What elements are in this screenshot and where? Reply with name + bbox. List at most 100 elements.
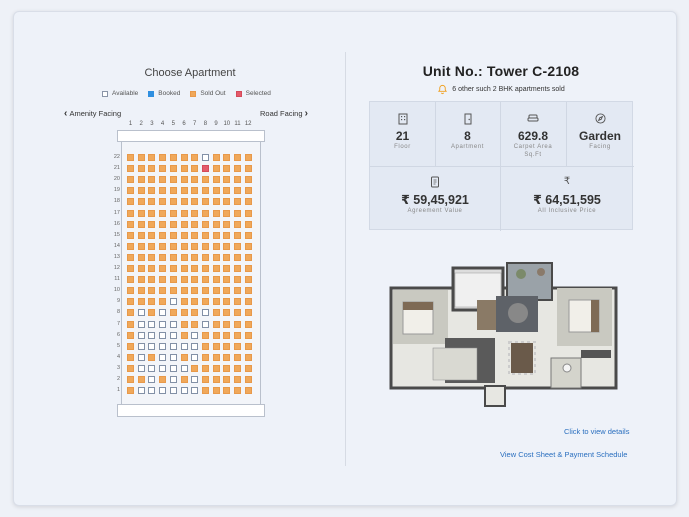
apartment-cell-available[interactable]: [201, 154, 209, 161]
column-number: 9: [214, 121, 218, 127]
legend: Available Booked Sold Out Selected: [102, 90, 281, 97]
floor-number: 12: [113, 265, 120, 271]
apartment-cell-sold: [223, 253, 231, 261]
apartment-cell-available[interactable]: [148, 387, 156, 395]
apartment-cell-sold: [201, 353, 209, 361]
apartment-cell-available[interactable]: [169, 353, 177, 361]
apartment-cell-sold: [169, 309, 177, 317]
carpet-area-value: 629.8: [517, 129, 549, 143]
apartment-cell-sold: [201, 276, 209, 284]
spec-divider: [566, 102, 567, 166]
chevron-left-icon: ‹: [64, 108, 68, 119]
apartment-cell-sold: [180, 309, 188, 317]
apartment-cell-sold: [212, 220, 220, 228]
apartment-cell-sold: [180, 320, 188, 328]
view-details-link[interactable]: Click to view details: [564, 427, 630, 436]
sold-note-text: 6 other such 2 BHK apartments sold: [452, 86, 565, 93]
sold-note: 6 other such 2 BHK apartments sold: [370, 84, 632, 95]
apartment-cell-available[interactable]: [191, 376, 199, 383]
apartment-cell-available[interactable]: [191, 387, 199, 395]
apartment-cell-available[interactable]: [169, 298, 177, 306]
apartment-cell-available[interactable]: [159, 320, 167, 328]
bell-icon: [438, 84, 448, 95]
panel-divider: [345, 52, 346, 466]
apartment-cell-available[interactable]: [180, 364, 188, 372]
apartment-cell-sold: [244, 331, 252, 339]
floor-plan-image[interactable]: [381, 258, 626, 428]
amenity-facing-nav[interactable]: ‹ Amenity Facing: [64, 108, 121, 119]
road-facing-nav[interactable]: Road Facing ›: [260, 108, 308, 119]
apartment-cell-available[interactable]: [169, 364, 177, 372]
apartment-cell-sold: [201, 342, 209, 350]
apartment-cell-available[interactable]: [169, 342, 177, 350]
apartment-cell-sold: [191, 165, 199, 173]
apartment-cell-available[interactable]: [148, 342, 156, 350]
apartment-cell-available[interactable]: [169, 376, 177, 383]
apartment-cell-available[interactable]: [191, 331, 199, 339]
apartment-cell-available[interactable]: [159, 309, 167, 317]
apartment-cell-sold: [212, 287, 220, 295]
apartment-cell-sold: [234, 387, 241, 395]
apartment-cell-available[interactable]: [169, 387, 177, 395]
cost-sheet-link[interactable]: View Cost Sheet & Payment Schedule: [500, 450, 628, 459]
apartment-cell-sold: [201, 387, 209, 395]
apartment-cell-available[interactable]: [201, 309, 209, 317]
legend-available: Available: [102, 90, 138, 97]
apartment-cell-available[interactable]: [180, 342, 188, 350]
apartment-cell-sold: [180, 187, 188, 195]
apartment-cell-available[interactable]: [137, 309, 145, 317]
apartment-cell-available[interactable]: [180, 387, 188, 395]
apartment-cell-available[interactable]: [191, 353, 199, 361]
apartment-cell-sold: [137, 154, 145, 161]
apartment-cell-sold: [201, 220, 209, 228]
apartment-cell-sold: [212, 353, 220, 361]
apartment-cell-sold: [201, 187, 209, 195]
apartment-cell-available[interactable]: [148, 331, 156, 339]
amenity-facing-label: Amenity Facing: [69, 109, 122, 118]
apartment-cell-sold: [127, 276, 134, 284]
apartment-cell-sold: [244, 198, 252, 206]
apartment-cell-available[interactable]: [137, 331, 145, 339]
column-number: 3: [150, 121, 154, 127]
rupee-icon: ₹: [563, 176, 571, 187]
apartment-cell-sold: [223, 353, 231, 361]
apartment-cell-available[interactable]: [137, 320, 145, 328]
apartment-cell-sold: [180, 198, 188, 206]
apartment-cell-sold: [127, 242, 134, 250]
apartment-cell-available[interactable]: [169, 320, 177, 328]
apartment-cell-sold: [137, 242, 145, 250]
apartment-cell-available[interactable]: [137, 364, 145, 372]
apartment-cell-available[interactable]: [148, 364, 156, 372]
apartment-cell-sold: [159, 198, 167, 206]
apartment-cell-sold: [244, 287, 252, 295]
apartment-cell-available[interactable]: [148, 320, 156, 328]
apartment-cell-available[interactable]: [148, 376, 156, 383]
apartment-cell-available[interactable]: [159, 331, 167, 339]
apartment-cell-sold: [159, 165, 167, 173]
apartment-cell-available[interactable]: [201, 320, 209, 328]
apartment-cell-sold: [148, 165, 156, 173]
apartment-cell-available[interactable]: [169, 331, 177, 339]
apartment-cell-available[interactable]: [159, 353, 167, 361]
apartment-cell-available[interactable]: [159, 364, 167, 372]
apartment-cell-sold: [148, 276, 156, 284]
apartment-cell-selected[interactable]: [201, 165, 209, 173]
apartment-cell-sold: [201, 331, 209, 339]
apartment-cell-sold: [223, 364, 231, 372]
apartment-cell-sold: [191, 253, 199, 261]
apartment-cell-available[interactable]: [137, 342, 145, 350]
tower-base: [117, 404, 265, 417]
apartment-cell-sold: [169, 198, 177, 206]
apartment-cell-available[interactable]: [159, 342, 167, 350]
apartment-cell-available[interactable]: [137, 387, 145, 395]
sofa-icon: [527, 114, 539, 122]
apartment-cell-sold: [223, 287, 231, 295]
apartment-cell-available[interactable]: [159, 387, 167, 395]
apartment-cell-available[interactable]: [191, 342, 199, 350]
apartment-cell-sold: [127, 165, 134, 173]
apartment-cell-available[interactable]: [137, 353, 145, 361]
apartment-cell-sold: [244, 298, 252, 306]
apartment-cell-sold: [244, 220, 252, 228]
legend-booked: Booked: [148, 90, 180, 97]
spec-divider: [370, 166, 634, 167]
